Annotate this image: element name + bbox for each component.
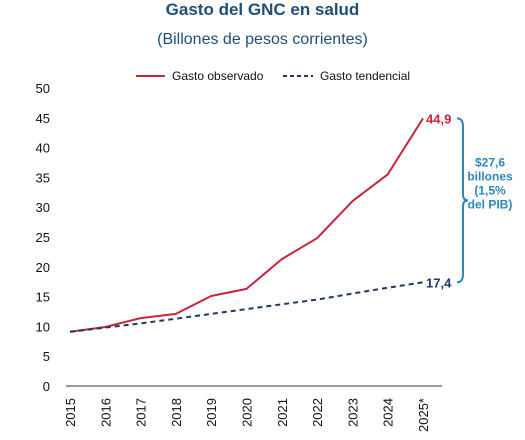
y-tick-label: 25 — [36, 230, 50, 245]
y-tick-label: 15 — [36, 290, 50, 305]
end-label-trend: 17,4 — [426, 275, 452, 290]
x-tick-label: 2015 — [63, 398, 78, 427]
gap-annotation-line: $27,6 — [475, 155, 505, 169]
y-tick-label: 50 — [36, 81, 50, 96]
y-tick-label: 40 — [36, 141, 50, 156]
x-tick-label: 2022 — [310, 398, 325, 427]
end-label-observed: 44,9 — [426, 111, 451, 126]
gap-annotation-line: (1,5% — [474, 183, 506, 197]
x-tick-label: 2017 — [134, 398, 149, 427]
y-tick-label: 5 — [43, 349, 50, 364]
chart-title: Gasto del GNC en salud — [165, 0, 360, 19]
x-tick-label: 2023 — [345, 398, 360, 427]
legend-label-trend: Gasto tendencial — [320, 69, 410, 83]
y-tick-label: 45 — [36, 111, 50, 126]
y-tick-label: 10 — [36, 319, 50, 334]
y-tick-label: 20 — [36, 260, 50, 275]
x-tick-label: 2020 — [240, 398, 255, 427]
x-tick-label: 2016 — [98, 398, 113, 427]
chart-subtitle: (Billones de pesos corrientes) — [157, 31, 368, 48]
y-tick-label: 35 — [36, 170, 50, 185]
x-tick-label: 2019 — [204, 398, 219, 427]
x-tick-label: 2025* — [416, 398, 431, 432]
gap-annotation-line: billones — [467, 169, 513, 183]
x-tick-label: 2018 — [169, 398, 184, 427]
series-line-observed — [69, 117, 424, 333]
y-tick-label: 30 — [36, 200, 50, 215]
y-tick-label: 0 — [43, 379, 50, 394]
x-tick-label: 2024 — [381, 398, 396, 427]
x-tick-label: 2021 — [275, 398, 290, 427]
gap-bracket — [456, 117, 469, 284]
gap-annotation-line: del PIB) — [468, 197, 513, 211]
legend-label-observed: Gasto observado — [172, 69, 264, 83]
